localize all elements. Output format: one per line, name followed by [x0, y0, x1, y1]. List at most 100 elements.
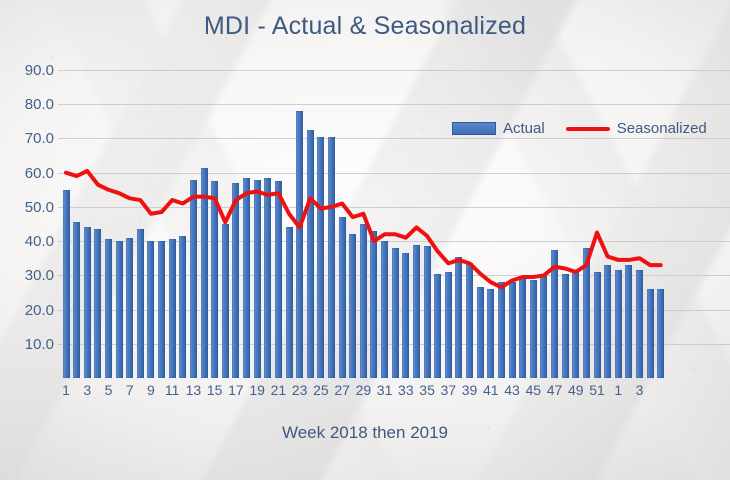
legend-swatch-bar-icon [452, 122, 496, 135]
x-axis-tick-label: 27 [334, 382, 350, 398]
legend-entry-actual[interactable]: Actual [452, 120, 559, 137]
bar[interactable] [551, 249, 559, 378]
bar[interactable] [561, 273, 569, 378]
bar[interactable] [104, 239, 112, 378]
bar[interactable] [614, 270, 622, 378]
bar[interactable] [657, 289, 665, 378]
bar[interactable] [296, 111, 304, 378]
x-axis-tick-label: 41 [483, 382, 499, 398]
x-axis-tick-label: 35 [419, 382, 435, 398]
bar[interactable] [444, 271, 452, 378]
bar[interactable] [243, 177, 251, 378]
bar[interactable] [434, 273, 442, 378]
x-axis-tick-label: 25 [313, 382, 329, 398]
bar[interactable] [423, 246, 431, 378]
x-axis-tick-label: 19 [249, 382, 265, 398]
gridline [58, 104, 730, 106]
bar[interactable] [412, 244, 420, 378]
gridline [58, 206, 730, 208]
bar[interactable] [635, 270, 643, 378]
bar[interactable] [487, 289, 495, 378]
y-axis-tick-label: 60.0 [24, 164, 54, 182]
x-axis-tick-label: 9 [147, 382, 155, 398]
bar[interactable] [338, 217, 346, 378]
bar[interactable] [508, 282, 516, 378]
bar[interactable] [285, 227, 293, 378]
bar[interactable] [62, 189, 70, 378]
x-axis-tick-label: 37 [440, 382, 457, 398]
bar[interactable] [274, 181, 282, 378]
x-axis-labels: 1 3 5 7 9 11 13 15 17 19 21 23 25 27 29 31 33 35 37 39 41 43 4… [58, 382, 730, 404]
bar[interactable] [179, 235, 187, 378]
x-axis-tick-label: 5 [104, 382, 113, 398]
x-axis-tick-label: 23 [291, 382, 308, 398]
bar[interactable] [646, 289, 654, 378]
x-axis-tick-label: 1 [62, 382, 70, 398]
y-axis-tick-label: 30.0 [24, 267, 54, 285]
bar[interactable] [158, 241, 166, 378]
x-axis-tick-label: 11 [164, 382, 180, 398]
bar[interactable] [604, 265, 612, 378]
bar[interactable] [625, 265, 633, 378]
bar[interactable] [189, 179, 197, 378]
x-axis-title: Week 2018 then 2019 [281, 423, 449, 442]
line-series-seasonalized [64, 168, 663, 290]
legend-entry-seasonalized[interactable]: Seasonalized [565, 120, 721, 137]
bar[interactable] [466, 263, 474, 378]
bar[interactable] [349, 234, 357, 378]
y-axis-tick-label: 80.0 [24, 96, 54, 114]
bar[interactable] [253, 179, 261, 378]
bar[interactable] [83, 227, 91, 378]
bar[interactable] [391, 247, 399, 378]
y-axis-tick-label: 90.0 [24, 62, 54, 79]
chart-title: MDI - Actual & Seasonalized [203, 12, 527, 40]
x-axis-tick-label: 29 [355, 382, 372, 398]
bar[interactable] [211, 181, 219, 378]
bar[interactable] [381, 241, 389, 378]
bar[interactable] [497, 282, 505, 378]
bar[interactable] [476, 287, 484, 378]
bar[interactable] [359, 224, 367, 378]
bar[interactable] [136, 229, 144, 378]
x-axis-tick-label: 3 [83, 382, 92, 398]
x-axis-tick-label: 1 [614, 382, 623, 398]
bar[interactable] [402, 253, 410, 378]
bar[interactable] [115, 241, 123, 378]
bar[interactable] [306, 129, 314, 378]
bar[interactable] [317, 136, 325, 378]
y-axis-tick-label: 70.0 [24, 130, 54, 148]
legend-swatch-line-icon [565, 126, 610, 131]
x-axis-tick-label: 21 [270, 382, 287, 398]
bar[interactable] [168, 239, 176, 378]
bar[interactable] [370, 230, 378, 378]
bar[interactable] [264, 177, 272, 378]
bar[interactable] [73, 222, 81, 378]
x-axis-tick-label: 33 [398, 382, 414, 398]
bar[interactable] [519, 277, 527, 378]
bar[interactable] [221, 224, 229, 378]
bar[interactable] [126, 237, 134, 378]
bar[interactable] [540, 273, 548, 378]
gridline [58, 138, 730, 140]
seasonalized-polyline [64, 168, 663, 290]
x-axis-tick-label: 13 [185, 382, 202, 398]
x-axis-tick-label: 7 [125, 382, 134, 398]
x-axis-tick-label: 15 [206, 382, 223, 398]
bar[interactable] [94, 229, 102, 378]
bar[interactable] [147, 241, 155, 378]
bar[interactable] [328, 136, 335, 378]
bar[interactable] [200, 167, 208, 378]
bar[interactable] [572, 271, 580, 378]
y-axis-tick-label: 20.0 [24, 301, 54, 319]
gridline [58, 241, 730, 243]
bar[interactable] [529, 280, 537, 378]
bar[interactable] [582, 247, 590, 378]
x-axis-tick-label: 3 [635, 382, 644, 398]
bar[interactable] [455, 256, 463, 378]
bar[interactable] [232, 182, 240, 378]
bar-series-actual [58, 70, 730, 378]
plot-area [58, 70, 730, 378]
bar[interactable] [593, 271, 601, 378]
x-axis-tick-label: 47 [546, 382, 563, 398]
